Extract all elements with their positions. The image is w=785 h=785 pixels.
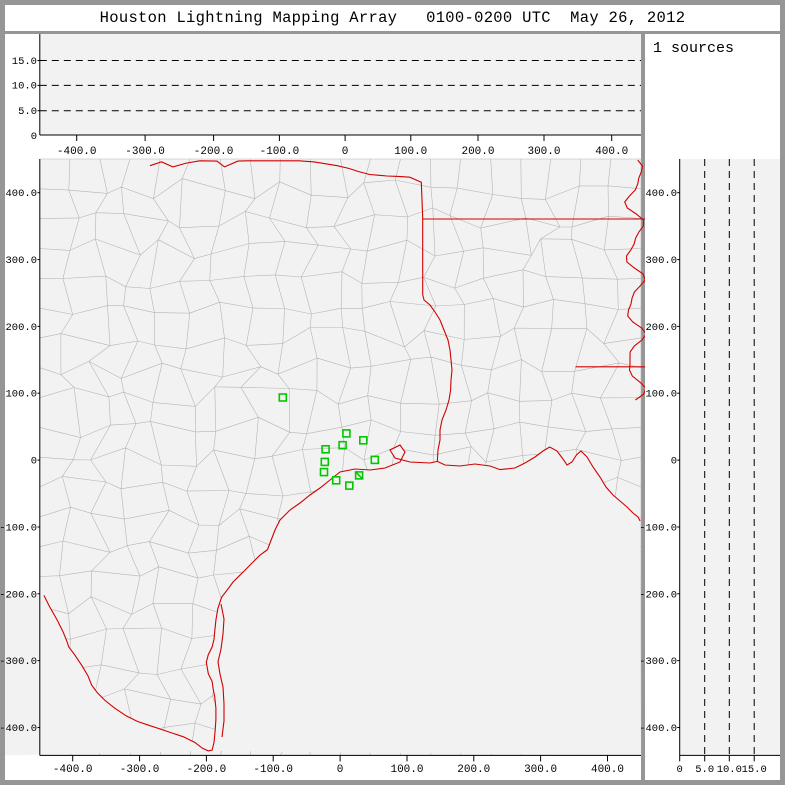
svg-text:5.0: 5.0 [18, 106, 37, 118]
svg-text:-400.0: -400.0 [57, 146, 97, 158]
svg-text:0: 0 [677, 764, 683, 776]
svg-text:0: 0 [671, 456, 677, 468]
svg-text:-400.0: -400.0 [53, 764, 93, 776]
svg-text:-400.0: -400.0 [0, 723, 37, 735]
svg-text:-300.0: -300.0 [0, 656, 37, 668]
svg-text:-300.0: -300.0 [639, 656, 677, 668]
svg-text:-200.0: -200.0 [0, 589, 37, 601]
svg-text:400.0: 400.0 [5, 188, 37, 200]
svg-text:400.0: 400.0 [645, 188, 677, 200]
svg-text:5.0: 5.0 [695, 764, 714, 776]
svg-text:-100.0: -100.0 [253, 764, 293, 776]
svg-text:-300.0: -300.0 [120, 764, 160, 776]
svg-text:300.0: 300.0 [5, 255, 37, 267]
svg-text:-200.0: -200.0 [187, 764, 227, 776]
svg-text:-300.0: -300.0 [125, 146, 165, 158]
svg-text:-100.0: -100.0 [639, 523, 677, 535]
svg-text:100.0: 100.0 [5, 389, 37, 401]
svg-text:300.0: 300.0 [645, 255, 677, 267]
svg-text:-400.0: -400.0 [639, 723, 677, 735]
svg-text:-100.0: -100.0 [260, 146, 300, 158]
svg-text:300.0: 300.0 [524, 764, 557, 776]
svg-text:15.0: 15.0 [742, 764, 767, 776]
svg-text:100.0: 100.0 [645, 389, 677, 401]
svg-text:0: 0 [337, 764, 344, 776]
svg-text:400.0: 400.0 [595, 146, 628, 158]
svg-text:-200.0: -200.0 [639, 589, 677, 601]
svg-text:15.0: 15.0 [12, 56, 37, 68]
svg-text:100.0: 100.0 [390, 764, 423, 776]
svg-text:0: 0 [31, 131, 37, 143]
svg-text:0: 0 [31, 456, 37, 468]
svg-text:0: 0 [342, 146, 349, 158]
svg-text:10.0: 10.0 [12, 81, 37, 93]
svg-text:200.0: 200.0 [645, 322, 677, 334]
svg-text:400.0: 400.0 [591, 764, 624, 776]
svg-text:-100.0: -100.0 [0, 523, 37, 535]
svg-text:10.0: 10.0 [717, 764, 742, 776]
svg-text:200.0: 200.0 [461, 146, 494, 158]
svg-text:100.0: 100.0 [394, 146, 427, 158]
svg-text:200.0: 200.0 [5, 322, 37, 334]
svg-text:300.0: 300.0 [527, 146, 560, 158]
svg-text:-200.0: -200.0 [194, 146, 234, 158]
svg-text:200.0: 200.0 [457, 764, 490, 776]
